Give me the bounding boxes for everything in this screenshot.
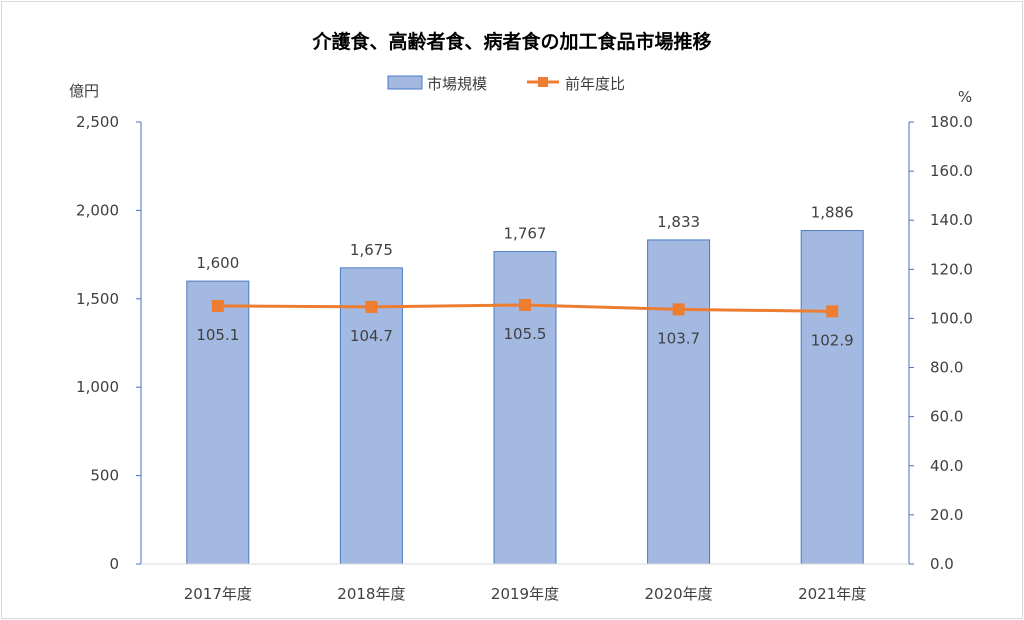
legend: 市場規模 前年度比 (387, 75, 625, 93)
yoy-data-label: 105.5 (504, 325, 547, 343)
line-series: 105.1 104.7 105.5 103.7 102.9 (196, 298, 854, 349)
yoy-marker (519, 298, 531, 311)
x-axis-category-label: 2019年度 (491, 585, 559, 603)
left-axis-tick-label: 0 (109, 555, 119, 573)
bar-data-label: 1,833 (657, 213, 700, 231)
bar-data-label: 1,886 (811, 204, 854, 222)
right-axis-tick-label: 60.0 (930, 408, 963, 426)
bar-data-label: 1,600 (196, 254, 239, 272)
bar-series: 1,600 1,675 1,767 1,833 1,886 (186, 204, 864, 565)
bar-data-label: 1,767 (504, 225, 547, 243)
right-axis-tick-label: 0.0 (930, 555, 954, 573)
yoy-marker (672, 303, 685, 316)
left-axis-unit: 億円 (69, 82, 99, 100)
yoy-data-label: 104.7 (350, 327, 393, 345)
right-axis: 0.0 20.0 40.0 60.0 80.0 100.0 120.0 140.0 160.0 1… (908, 113, 973, 573)
bar (339, 267, 403, 565)
yoy-data-label: 102.9 (811, 331, 854, 349)
bar (647, 239, 711, 565)
legend-line-marker (538, 77, 548, 87)
left-axis-tick-label: 500 (90, 467, 119, 485)
right-axis-tick-label: 160.0 (930, 162, 973, 180)
yoy-data-label: 105.1 (196, 326, 239, 344)
right-axis-tick-label: 40.0 (930, 457, 963, 475)
yoy-data-label: 103.7 (657, 329, 700, 347)
bar (800, 230, 864, 565)
right-axis-tick-label: 80.0 (930, 359, 963, 377)
bar (493, 251, 557, 565)
legend-bar-swatch (387, 75, 423, 90)
right-axis-unit: % (958, 88, 972, 106)
yoy-marker (826, 305, 839, 318)
right-axis-tick-label: 20.0 (930, 506, 963, 524)
right-axis-tick-label: 140.0 (930, 211, 973, 229)
bar (186, 280, 250, 565)
right-axis-tick-label: 120.0 (930, 260, 973, 278)
legend-bar-label: 市場規模 (427, 75, 487, 93)
x-axis-category-label: 2018年度 (337, 585, 405, 603)
legend-line-label: 前年度比 (565, 75, 625, 93)
left-axis-tick-label: 1,500 (76, 290, 119, 308)
right-axis-tick-label: 100.0 (930, 309, 973, 327)
left-axis: 0 500 1,000 1,500 2,000 2,500 (76, 113, 142, 573)
right-axis-tick-label: 180.0 (930, 113, 973, 131)
left-axis-tick-label: 2,500 (76, 113, 119, 131)
yoy-marker (211, 299, 224, 312)
x-axis-category-label: 2021年度 (798, 585, 866, 603)
x-axis: 2017年度 2018年度 2019年度 2020年度 2021年度 (141, 563, 909, 603)
left-axis-tick-label: 1,000 (76, 378, 119, 396)
chart-title: 介護食、高齢者食、病者食の加工食品市場推移 (311, 30, 711, 53)
bar-data-label: 1,675 (350, 241, 393, 259)
yoy-marker (365, 300, 378, 313)
x-axis-category-label: 2020年度 (645, 585, 713, 603)
left-axis-tick-label: 2,000 (76, 201, 119, 219)
x-axis-category-label: 2017年度 (184, 585, 252, 603)
